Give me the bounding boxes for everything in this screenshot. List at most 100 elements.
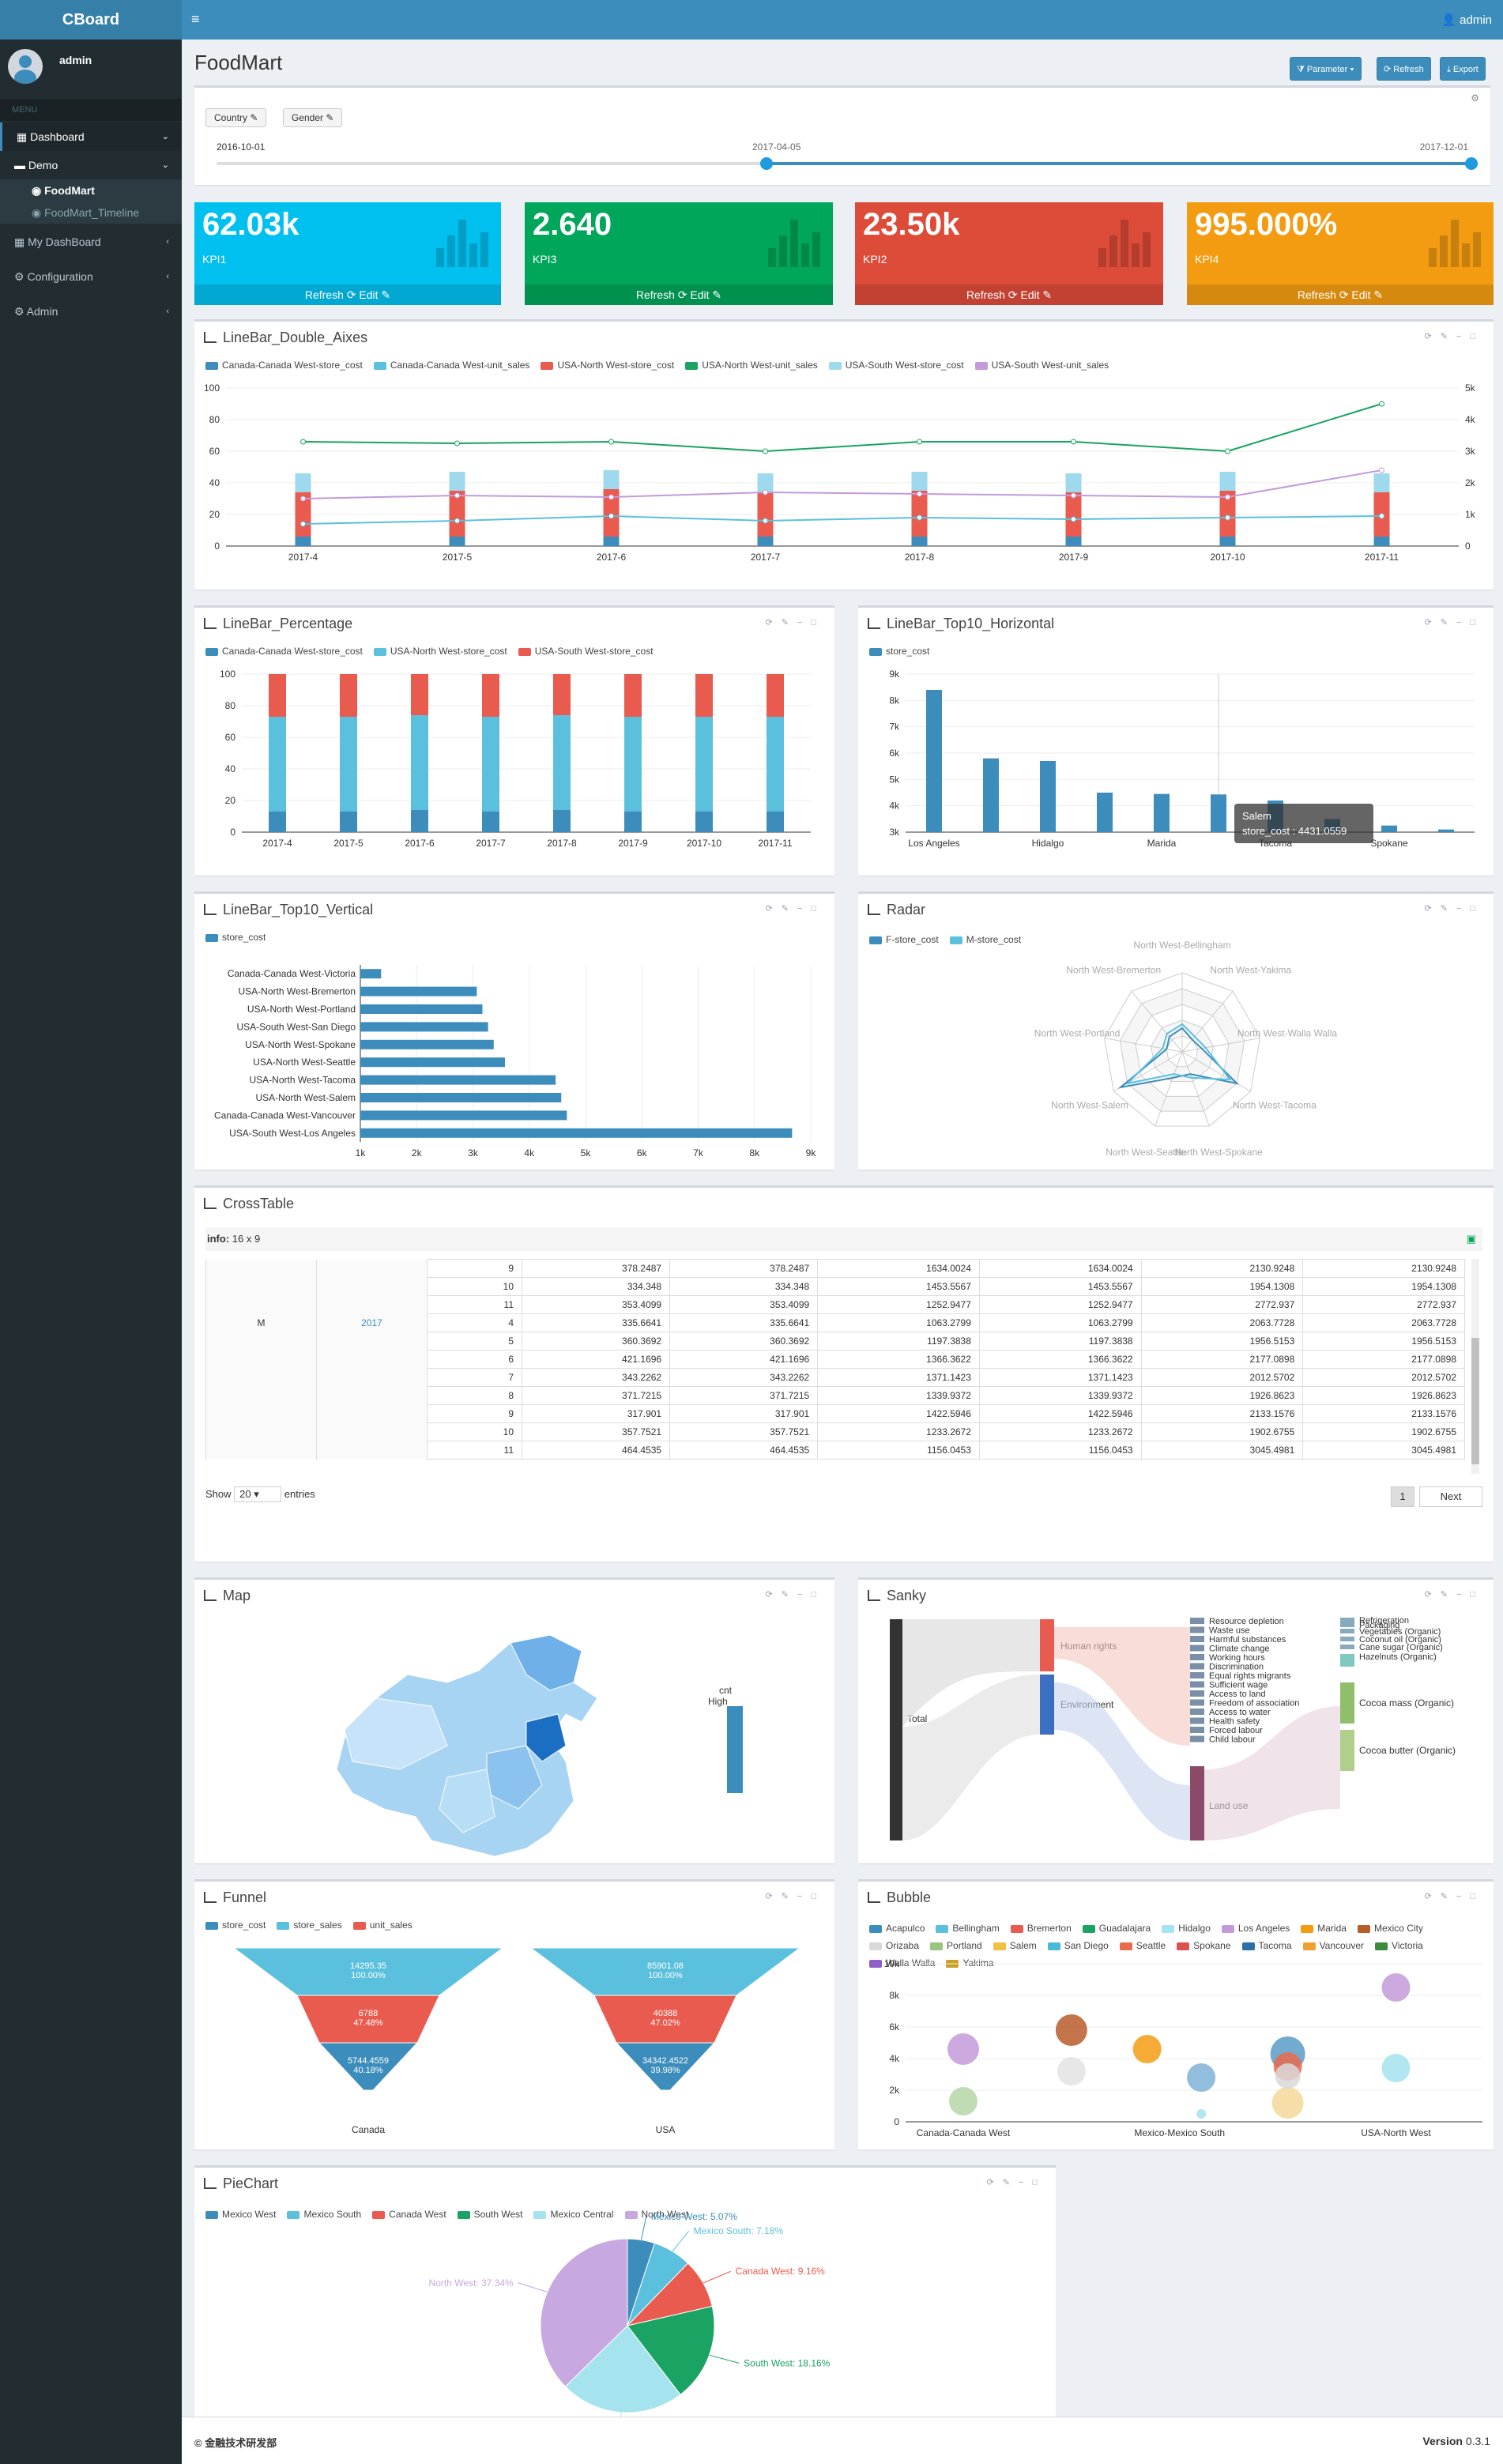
country-filter[interactable]: Country ✎ bbox=[205, 108, 267, 127]
widget-title-text: Sanky bbox=[887, 1588, 927, 1603]
legend-item[interactable]: Marida bbox=[1301, 1920, 1347, 1937]
legend-item[interactable]: F-store_cost bbox=[869, 932, 939, 948]
widget-tools[interactable]: ⟳✎−□ bbox=[1424, 618, 1484, 627]
legend-item[interactable]: Bremerton bbox=[1010, 1920, 1072, 1937]
sidebar-item-admin[interactable]: ⚙ Admin ‹ bbox=[0, 297, 182, 326]
sidebar-toggle-icon[interactable]: ≡ bbox=[191, 11, 200, 27]
date-slider-range bbox=[767, 162, 1471, 165]
kpi-footer-links[interactable]: Refresh ⟳ Edit ✎ bbox=[1187, 284, 1494, 305]
legend-item[interactable]: Los Angeles bbox=[1221, 1920, 1290, 1937]
legend-item[interactable]: Canada-Canada West-unit_sales bbox=[373, 360, 530, 371]
legend-item[interactable]: Bellingham bbox=[936, 1920, 1000, 1937]
legend-item[interactable]: USA-South West-store_cost bbox=[828, 360, 964, 371]
legend-item[interactable]: Guadalajara bbox=[1082, 1920, 1151, 1937]
table-cell: 2063.7728 bbox=[1302, 1313, 1465, 1332]
page-length-select[interactable]: 20 ▾ bbox=[234, 1486, 282, 1502]
sankey-node bbox=[1190, 1690, 1204, 1697]
legend-item[interactable]: store_cost bbox=[869, 646, 929, 657]
legend-item[interactable]: USA-South West-store_cost bbox=[518, 646, 654, 657]
y-tick-label: 0 bbox=[894, 2116, 899, 2127]
next-page-button[interactable]: Next bbox=[1419, 1486, 1482, 1507]
legend-item[interactable]: Tacoma bbox=[1241, 1937, 1292, 1954]
y-tick-label: USA-North West-Portland bbox=[247, 1004, 356, 1015]
info-icon[interactable]: ⚙ bbox=[1471, 92, 1479, 104]
legend-item[interactable]: Orizaba bbox=[869, 1937, 919, 1954]
refresh-button[interactable]: ⟳ Refresh bbox=[1377, 57, 1431, 81]
legend-item[interactable]: USA-North West-store_cost bbox=[541, 360, 674, 371]
x-tick-label: 8k bbox=[749, 1147, 760, 1159]
bar-chart-icon bbox=[868, 904, 880, 915]
page-button-1[interactable]: 1 bbox=[1391, 1486, 1414, 1507]
gender-filter[interactable]: Gender ✎ bbox=[283, 108, 343, 127]
legend-label: USA-North West-store_cost bbox=[557, 360, 675, 371]
legend-item[interactable]: Hidalgo bbox=[1162, 1920, 1211, 1937]
legend-item[interactable]: USA-North West-unit_sales bbox=[685, 360, 818, 371]
kpi-footer-links[interactable]: Refresh ⟳ Edit ✎ bbox=[525, 284, 833, 305]
legend-item[interactable]: USA-South West-unit_sales bbox=[974, 360, 1109, 371]
sidebar-item-configuration[interactable]: ⚙ Configuration ‹ bbox=[0, 262, 182, 291]
china-map[interactable]: cnt High bbox=[194, 1611, 834, 1864]
legend-item[interactable]: South West bbox=[457, 2206, 522, 2223]
legend-item[interactable]: Walla Walla bbox=[869, 1954, 935, 1972]
sidebar-item-dashboard[interactable]: ▦ Dashboard ⌄ bbox=[0, 122, 182, 151]
excel-export-icon[interactable]: ▣ bbox=[1466, 1233, 1476, 1245]
sidebar-item-my-dashboard[interactable]: ▦ My DashBoard ‹ bbox=[0, 228, 182, 256]
legend-swatch bbox=[828, 361, 842, 370]
widget-tools[interactable]: ⟳✎−□ bbox=[1424, 1590, 1484, 1599]
legend-item[interactable]: Mexico Central bbox=[533, 2206, 614, 2223]
legend-item[interactable]: North West bbox=[624, 2206, 688, 2223]
map-region[interactable] bbox=[439, 1769, 495, 1833]
map-region[interactable] bbox=[344, 1697, 448, 1770]
widget-tools[interactable]: ⟳✎−□ bbox=[765, 1892, 825, 1901]
legend-item[interactable]: Mexico City bbox=[1357, 1920, 1423, 1937]
legend-item[interactable]: Mexico West bbox=[205, 2206, 276, 2223]
legend-label: Canada-Canada West-unit_sales bbox=[390, 360, 530, 371]
legend-item[interactable]: Canada West bbox=[372, 2206, 446, 2223]
widget-tools[interactable]: ⟳✎−□ bbox=[1424, 1892, 1484, 1901]
y-tick-label: 40 bbox=[209, 477, 220, 488]
slider-handle-start[interactable] bbox=[760, 157, 773, 170]
widget-tools[interactable]: ⟳✎−□ bbox=[1424, 332, 1484, 341]
sidebar-item-foodmart-timeline[interactable]: ◉ FoodMart_Timeline bbox=[0, 202, 182, 224]
parameter-button[interactable]: ⧩ Parameter ▾ bbox=[1290, 57, 1362, 81]
slider-handle-end[interactable] bbox=[1465, 157, 1478, 170]
legend-item[interactable]: Salem bbox=[993, 1937, 1037, 1954]
export-button[interactable]: ⤓ Export bbox=[1440, 57, 1486, 81]
legend-item[interactable]: store_cost bbox=[205, 1920, 266, 1931]
table-cell: M bbox=[205, 1313, 317, 1332]
widget-tools[interactable]: ⟳✎−□ bbox=[1424, 904, 1484, 914]
bar-chart-icon bbox=[204, 332, 217, 343]
user-menu[interactable]: 👤 admin bbox=[1441, 13, 1492, 27]
legend-item[interactable]: Victoria bbox=[1375, 1937, 1423, 1954]
line-point bbox=[300, 521, 306, 527]
map-region[interactable] bbox=[510, 1634, 582, 1691]
widget-tools[interactable]: ⟳✎−□ bbox=[986, 2178, 1046, 2187]
bar bbox=[1219, 537, 1236, 546]
legend-item[interactable]: unit_sales bbox=[352, 1920, 412, 1931]
widget-tools[interactable]: ⟳✎−□ bbox=[765, 618, 825, 627]
legend-item[interactable]: USA-North West-store_cost bbox=[373, 646, 507, 657]
table-scroll[interactable]: 9 378.2487 378.2487 1634.0024 1634.0024 2130.… bbox=[205, 1259, 1470, 1474]
legend-item[interactable]: Vancouver bbox=[1302, 1937, 1364, 1954]
legend-item[interactable]: San Diego bbox=[1047, 1937, 1109, 1954]
legend-item[interactable]: Canada-Canada West-store_cost bbox=[205, 360, 363, 371]
table-scrollbar[interactable] bbox=[1471, 1259, 1479, 1474]
legend-item[interactable]: store_cost bbox=[205, 932, 266, 943]
sidebar-item-demo[interactable]: ▬ Demo ⌄ bbox=[0, 151, 182, 179]
legend-item[interactable]: store_sales bbox=[277, 1920, 342, 1931]
map-legend-bar bbox=[727, 1706, 743, 1793]
legend-item[interactable]: Mexico South bbox=[287, 2206, 361, 2223]
widget-tools[interactable]: ⟳✎−□ bbox=[765, 904, 825, 914]
map-region-high[interactable] bbox=[525, 1713, 567, 1762]
kpi-footer-links[interactable]: Refresh ⟳ Edit ✎ bbox=[194, 284, 501, 305]
logo[interactable]: CBoard bbox=[0, 0, 182, 40]
legend-item[interactable]: Portland bbox=[930, 1937, 982, 1954]
legend-item[interactable]: Canada-Canada West-store_cost bbox=[205, 646, 363, 657]
sidebar-item-foodmart[interactable]: ◉ FoodMart bbox=[0, 179, 182, 202]
legend-item[interactable]: M-store_cost bbox=[949, 932, 1021, 948]
legend-item[interactable]: Spokane bbox=[1177, 1937, 1231, 1954]
kpi-footer-links[interactable]: Refresh ⟳ Edit ✎ bbox=[855, 284, 1163, 305]
legend-item[interactable]: Seattle bbox=[1119, 1937, 1166, 1954]
legend-item[interactable]: Acapulco bbox=[869, 1920, 925, 1937]
widget-tools[interactable]: ⟳✎−□ bbox=[765, 1590, 825, 1599]
